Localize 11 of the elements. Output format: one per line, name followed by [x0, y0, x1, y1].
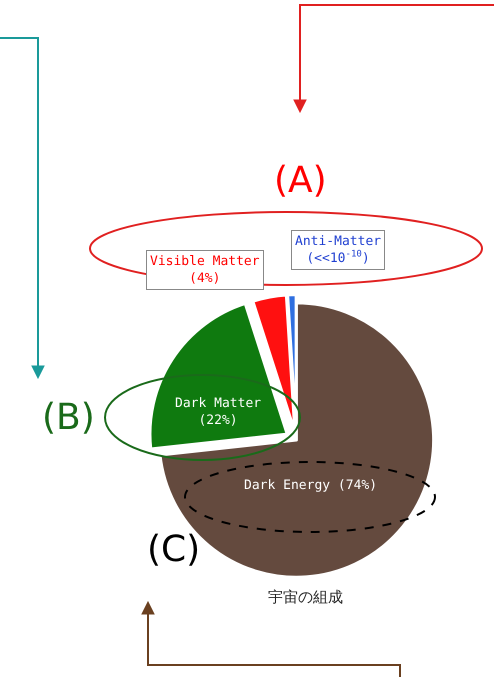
slice-label: Dark Matter	[175, 396, 262, 411]
text: (A)	[274, 160, 327, 201]
text: (B)	[42, 397, 95, 438]
slice-label: Visible Matter	[150, 254, 260, 269]
text: (C)	[147, 529, 200, 570]
data-label: (<<10$^{-10}$)	[306, 249, 370, 266]
slice-label: Anti-Matter	[295, 234, 382, 249]
text: 宇宙の組成	[268, 588, 343, 606]
slice-label: Dark Energy (74%)	[244, 478, 378, 493]
data-label: (22%)	[198, 412, 238, 428]
data-label: (4%)	[189, 270, 220, 286]
